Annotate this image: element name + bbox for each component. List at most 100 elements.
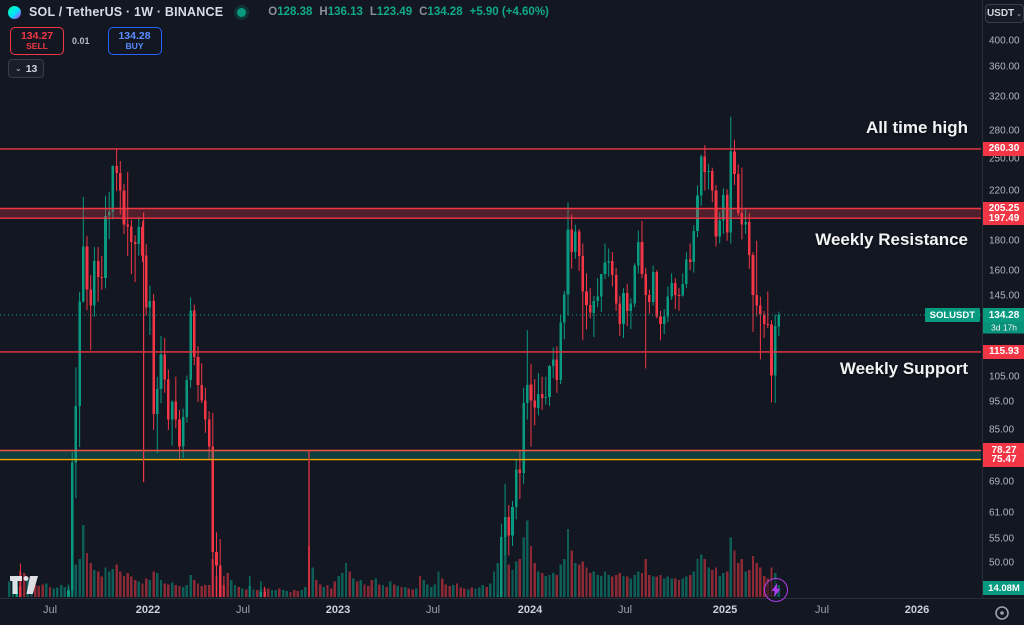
candle-body: [207, 419, 211, 447]
time-axis-label: 2023: [325, 604, 351, 616]
candle-body: [600, 274, 603, 297]
candle-body: [685, 259, 688, 284]
volume-bar: [455, 583, 459, 597]
price-tick-label: 180.00: [989, 235, 1020, 247]
candlestick-chart[interactable]: [0, 0, 982, 598]
candle-body: [648, 294, 651, 302]
price-zone: [0, 450, 981, 460]
candle-body: [614, 275, 618, 304]
price-axis[interactable]: USDT ⌄ 400.00 360.00 320.00 280.00 250.00 220…: [982, 0, 1024, 598]
ohlc-readout: O128.38 H136.13 L123.49 C134.28 +5.90 (+…: [268, 6, 549, 18]
volume-bar: [751, 556, 755, 597]
candle-body: [193, 310, 196, 358]
volume-bar: [663, 578, 666, 597]
volume-bar: [22, 573, 26, 597]
candle-body: [581, 256, 585, 292]
time-axis-label: 2026: [904, 604, 930, 616]
volume-bar: [296, 591, 300, 597]
volume-bar: [485, 586, 488, 597]
candle-body: [170, 401, 174, 420]
candle-body: [674, 283, 677, 295]
volume-bar: [725, 571, 729, 597]
volume-bar: [200, 586, 203, 597]
chart-text-annotation[interactable]: All time high: [866, 118, 968, 137]
volume-bar: [466, 589, 470, 597]
time-axis[interactable]: Jul 2022 Jul 2023 Jul 2024 Jul 2025 Jul 2026: [0, 598, 1024, 625]
candle-body: [607, 261, 610, 263]
price-tick-label: 69.00: [989, 476, 1015, 488]
candle-body: [718, 220, 721, 237]
volume-bar: [526, 520, 529, 597]
volume-bar: [256, 590, 259, 597]
price-alert-label[interactable]: 115.93: [983, 344, 1024, 359]
candle-body: [670, 283, 673, 297]
candle-body: [748, 222, 751, 256]
market-status-icon[interactable]: [237, 7, 247, 17]
candle-body: [773, 326, 777, 376]
volume-bar: [130, 576, 133, 597]
price-alert-label[interactable]: 75.47: [983, 452, 1024, 467]
tradingview-logo-icon[interactable]: [9, 575, 39, 595]
volume-bar: [52, 588, 55, 597]
candle-body: [144, 255, 148, 308]
volume-bar: [589, 573, 592, 597]
candle-body: [218, 565, 222, 597]
candle-body: [755, 294, 758, 306]
candle-body: [688, 259, 692, 262]
volume-bar: [685, 576, 688, 597]
chart-text-annotation[interactable]: Weekly Support: [839, 359, 968, 378]
volume-bar: [48, 586, 52, 597]
price-tick-label: 105.00: [989, 371, 1020, 383]
buy-button[interactable]: 134.28 BUY: [107, 27, 162, 55]
volume-bar: [145, 578, 148, 597]
volume-bar: [207, 585, 211, 597]
lightning-icon[interactable]: [764, 578, 788, 602]
symbol-title[interactable]: SOL / TetherUS · 1W · BINANCE: [29, 5, 224, 19]
volume-bar: [244, 589, 248, 597]
candle-body: [625, 293, 629, 311]
volume-bar: [470, 587, 473, 597]
price-tick-label: 55.00: [989, 533, 1015, 545]
candle-body: [181, 416, 185, 447]
time-axis-label: Jul: [814, 604, 830, 616]
sell-price: 134.27: [20, 30, 54, 43]
high-label: H: [319, 6, 328, 18]
volume-bar: [34, 585, 37, 597]
volume-bar: [400, 586, 403, 597]
candle-body: [159, 354, 163, 389]
candle-body: [622, 293, 625, 325]
candle-body: [666, 296, 670, 317]
candle-body: [126, 224, 129, 227]
volume-bar: [330, 588, 333, 597]
volume-bar: [85, 552, 89, 597]
volume-bar: [655, 576, 658, 597]
volume-bar: [37, 586, 41, 597]
candle-body: [96, 260, 100, 278]
volume-bar: [648, 574, 651, 597]
volume-bar: [607, 574, 610, 597]
sol-logo-icon: [8, 5, 21, 19]
candle-body: [629, 303, 633, 311]
candle-body: [662, 316, 666, 325]
candle-body: [651, 271, 655, 302]
volume-bar: [392, 584, 396, 598]
price-tick-label: 220.00: [989, 185, 1020, 197]
timezone-settings-icon[interactable]: [994, 605, 1010, 621]
volume-bar: [518, 558, 522, 598]
currency-selector-button[interactable]: USDT ⌄: [985, 4, 1024, 23]
volume-bar: [126, 573, 129, 597]
low-label: L: [369, 6, 377, 18]
price-alert-label[interactable]: 197.49: [983, 211, 1024, 226]
open-value: 128.38: [277, 6, 313, 18]
candle-body: [119, 173, 122, 191]
chart-text-annotation[interactable]: Weekly Resistance: [815, 230, 968, 249]
current-price-label[interactable]: 134.28: [983, 308, 1024, 322]
sell-button[interactable]: 134.27 SELL: [10, 27, 64, 55]
volume-bar: [733, 550, 736, 598]
volume-bar: [507, 564, 510, 597]
volume-bar: [574, 563, 577, 597]
object-tree-toggle-button[interactable]: ⌄ 13: [8, 59, 45, 78]
candle-body: [70, 462, 74, 591]
price-alert-label[interactable]: 260.30: [983, 141, 1024, 156]
volume-bar: [230, 580, 233, 597]
